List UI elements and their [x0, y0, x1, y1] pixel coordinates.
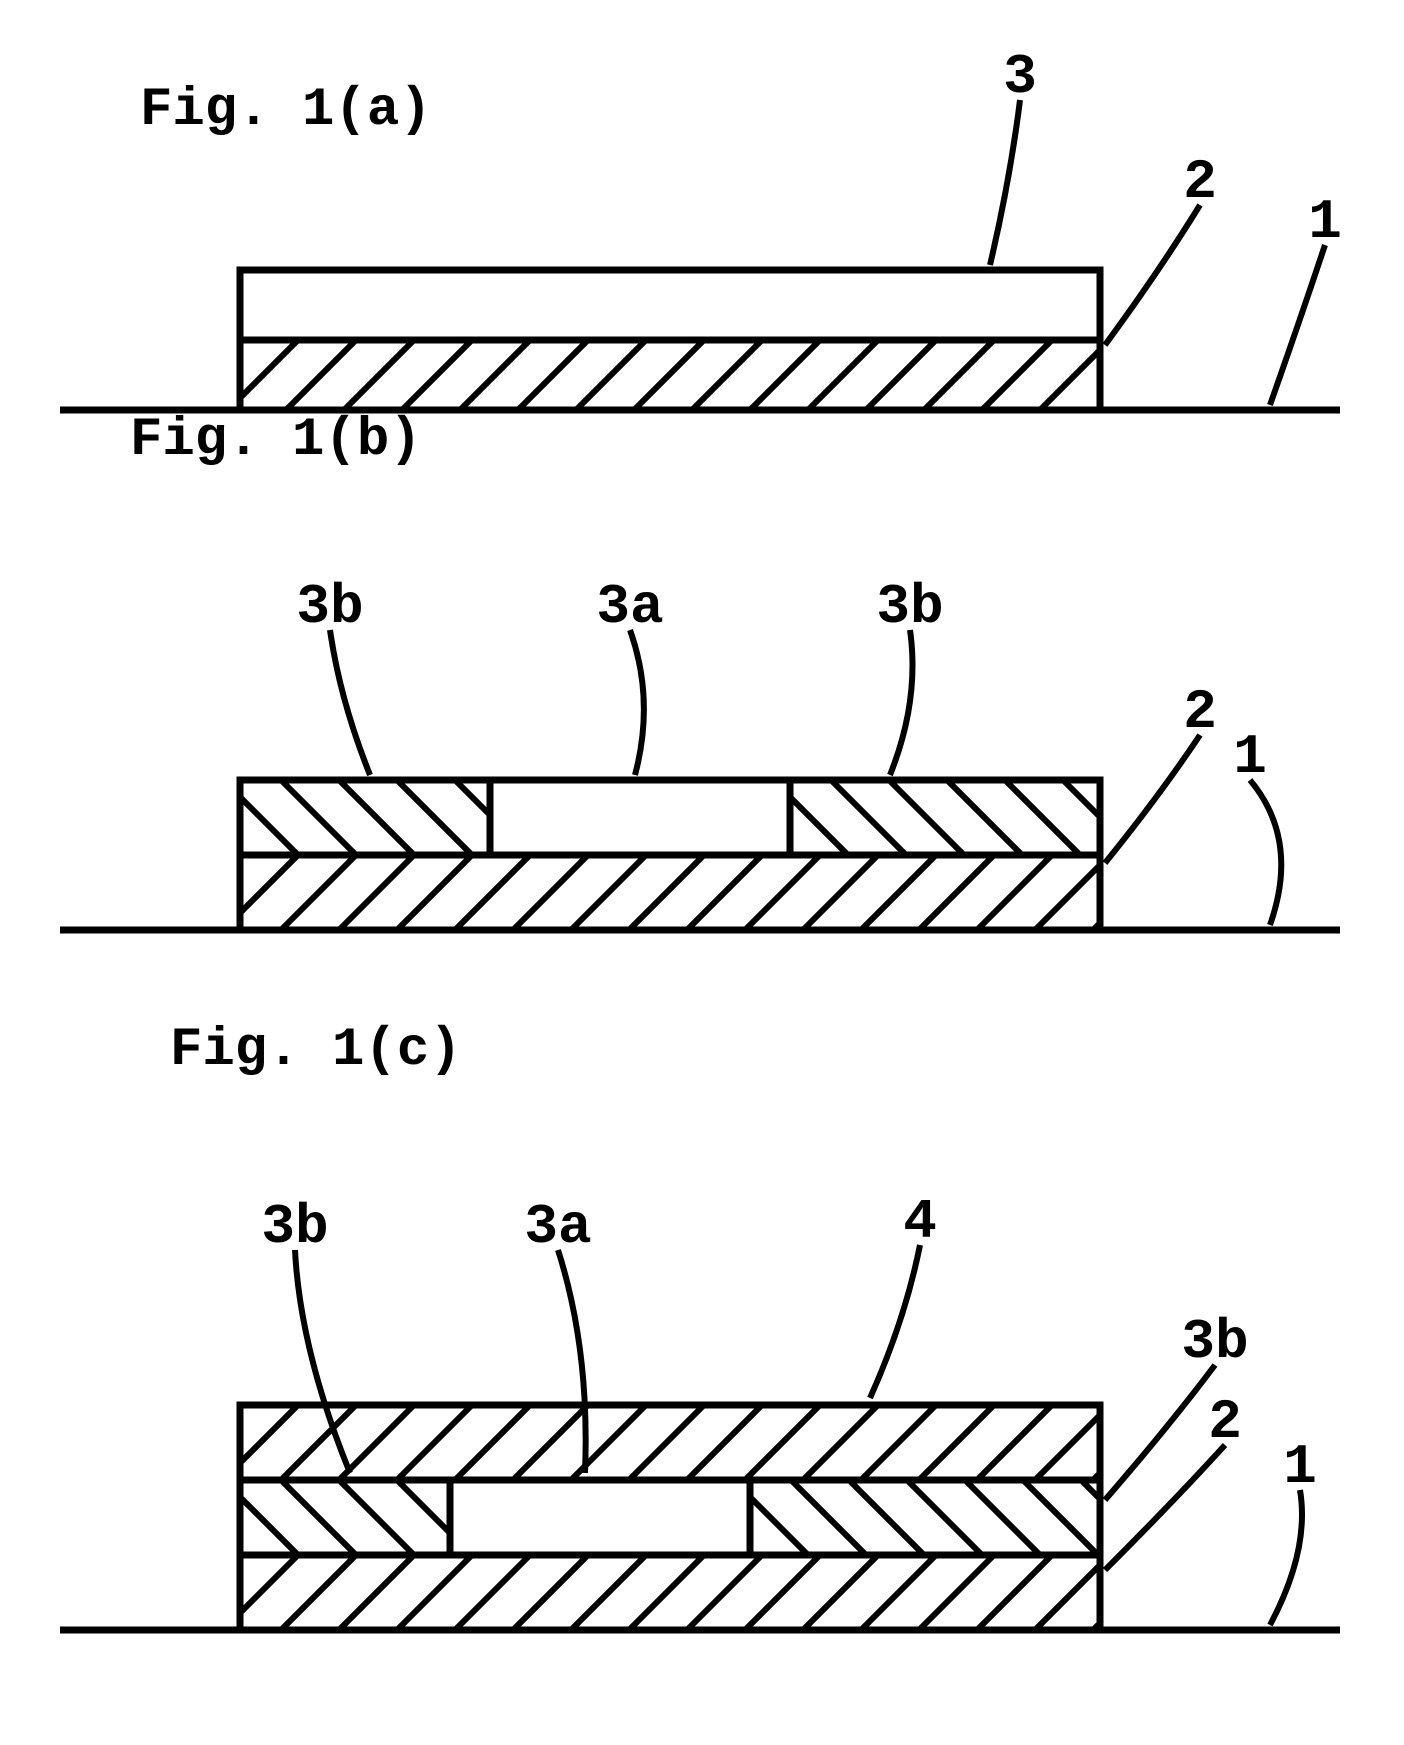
- fig-b-svg: 3b3a3b21: [0, 580, 1404, 1000]
- callout-3b-right: 3b: [876, 575, 943, 639]
- callout-1: 1: [1308, 190, 1342, 254]
- callout-3a: 3a: [524, 1195, 591, 1259]
- callout-2: 2: [1183, 150, 1217, 214]
- fig-b-title: Fig. 1(b): [130, 410, 422, 471]
- leader-3: [990, 100, 1020, 265]
- callout-3a: 3a: [596, 575, 663, 639]
- leader-1: [1270, 245, 1325, 405]
- callout-3: 3: [1003, 45, 1037, 109]
- callout-2: 2: [1208, 1390, 1242, 1454]
- leader-3a: [558, 1250, 586, 1473]
- leader-2: [1105, 735, 1200, 863]
- leader-3b-right: [890, 630, 913, 775]
- leader-1: [1250, 780, 1281, 925]
- fig-c-svg: 3b 3a 4 3b 21: [0, 1170, 1404, 1690]
- callout-1: 1: [1233, 725, 1267, 789]
- leader-2: [1105, 205, 1200, 345]
- callout-3b-left: 3b: [261, 1195, 328, 1259]
- leader-2: [1105, 1445, 1225, 1570]
- fig-a-title: Fig. 1(a): [140, 80, 432, 141]
- callout-1: 1: [1283, 1435, 1317, 1499]
- callout-3b-right: 3b: [1181, 1310, 1248, 1374]
- fig-c-title: Fig. 1(c): [170, 1020, 462, 1081]
- leader-3a: [630, 630, 644, 775]
- leader-1: [1270, 1490, 1302, 1625]
- fig-a-svg: 321: [0, 150, 1404, 450]
- leader-4: [870, 1245, 920, 1398]
- leader-3b-left: [330, 630, 370, 775]
- callout-2: 2: [1183, 680, 1217, 744]
- callout-4: 4: [903, 1190, 937, 1254]
- leader-3b-right: [1105, 1365, 1215, 1500]
- callout-3b-left: 3b: [296, 575, 363, 639]
